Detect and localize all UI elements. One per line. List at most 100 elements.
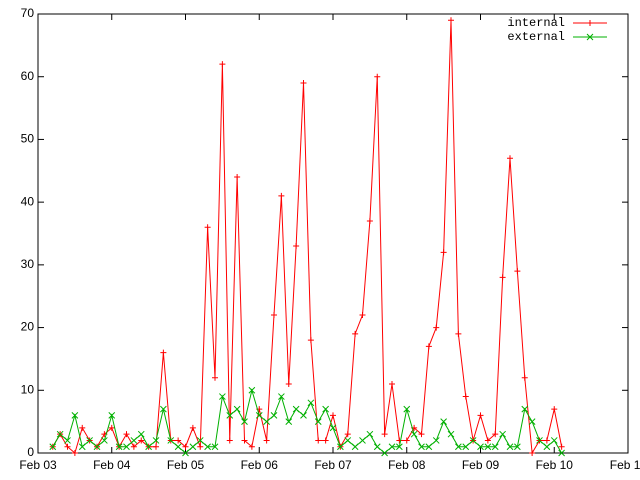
point-marker: [285, 381, 292, 388]
point-marker: [278, 393, 285, 400]
x-tick-label: Feb 06: [241, 458, 279, 472]
point-marker: [64, 443, 71, 450]
x-tick-label: Feb 10: [536, 458, 574, 472]
point-marker: [123, 443, 130, 451]
legend-label: internal: [507, 16, 565, 30]
point-marker: [403, 405, 411, 413]
point-marker: [418, 443, 425, 451]
point-marker: [152, 437, 160, 444]
point-marker: [108, 424, 115, 431]
point-marker: [307, 337, 314, 344]
point-marker: [366, 430, 374, 438]
point-marker: [56, 430, 64, 438]
point-marker: [351, 443, 359, 451]
x-tick-label: Feb 04: [93, 458, 131, 472]
point-marker: [108, 412, 116, 419]
y-tick-label: 10: [21, 382, 35, 396]
y-tick-label: 40: [21, 194, 35, 208]
x-tick-label: Feb 03: [19, 458, 57, 472]
point-marker: [440, 249, 447, 256]
point-marker: [374, 73, 381, 80]
point-marker: [255, 412, 263, 419]
point-marker: [521, 405, 529, 413]
point-marker: [71, 412, 79, 419]
point-marker: [293, 243, 300, 250]
point-marker: [440, 418, 447, 425]
point-marker: [174, 443, 182, 451]
point-marker: [160, 405, 167, 413]
point-marker: [300, 79, 307, 86]
point-marker: [300, 412, 307, 419]
point-marker: [196, 437, 204, 444]
legend-marker: [586, 33, 594, 41]
point-marker: [241, 418, 248, 425]
point-marker: [499, 430, 506, 438]
point-marker: [543, 443, 551, 451]
point-marker: [219, 61, 226, 68]
point-marker: [359, 312, 366, 319]
point-marker: [263, 418, 270, 425]
point-marker: [448, 17, 454, 24]
point-marker: [49, 443, 57, 451]
point-marker: [123, 431, 130, 438]
plot-border: [37, 13, 629, 454]
point-marker: [484, 443, 492, 451]
point-marker: [204, 443, 211, 451]
point-marker: [79, 424, 86, 431]
point-marker: [115, 443, 123, 451]
point-marker: [425, 443, 433, 451]
point-marker: [204, 224, 211, 231]
point-marker: [492, 431, 499, 438]
point-marker: [558, 449, 565, 457]
point-marker: [477, 412, 484, 419]
point-marker: [381, 431, 388, 438]
point-marker: [410, 430, 418, 438]
point-marker: [175, 437, 182, 444]
point-marker: [469, 437, 477, 444]
point-marker: [322, 437, 329, 444]
point-marker: [550, 437, 558, 444]
y-tick-label: 0: [27, 445, 34, 459]
point-marker: [182, 449, 189, 457]
point-marker: [329, 424, 337, 432]
point-marker: [514, 443, 521, 451]
point-marker: [462, 393, 469, 400]
y-tick-label: 60: [21, 69, 35, 83]
point-marker: [359, 437, 366, 444]
point-marker: [389, 381, 395, 388]
point-marker: [551, 406, 558, 413]
point-marker: [330, 412, 336, 419]
y-tick-label: 30: [21, 257, 35, 271]
series-line: [52, 388, 563, 454]
y-tick-label: 20: [21, 320, 35, 334]
y-tick-label: 70: [21, 6, 35, 20]
point-marker: [278, 192, 285, 199]
point-marker: [263, 437, 270, 444]
point-marker: [138, 437, 145, 444]
point-marker: [425, 343, 432, 350]
point-marker: [433, 324, 440, 331]
point-marker: [226, 437, 233, 444]
point-marker: [315, 437, 322, 444]
point-marker: [248, 443, 255, 450]
point-marker: [137, 430, 145, 438]
point-marker: [418, 431, 425, 438]
legend-label: external: [507, 30, 565, 44]
point-marker: [484, 437, 491, 444]
point-marker: [507, 155, 513, 162]
point-marker: [344, 437, 352, 444]
point-marker: [145, 443, 152, 451]
point-marker: [189, 443, 197, 451]
point-marker: [477, 443, 484, 451]
point-marker: [366, 217, 373, 224]
point-marker: [211, 443, 219, 451]
x-tick-label: Feb 07: [314, 458, 352, 472]
point-marker: [373, 443, 381, 451]
series-line: [52, 20, 563, 455]
point-marker: [455, 330, 462, 337]
point-marker: [528, 418, 536, 425]
x-tick-label: Feb 11: [610, 458, 640, 472]
point-marker: [396, 437, 403, 444]
x-tick-label: Feb 08: [388, 458, 426, 472]
